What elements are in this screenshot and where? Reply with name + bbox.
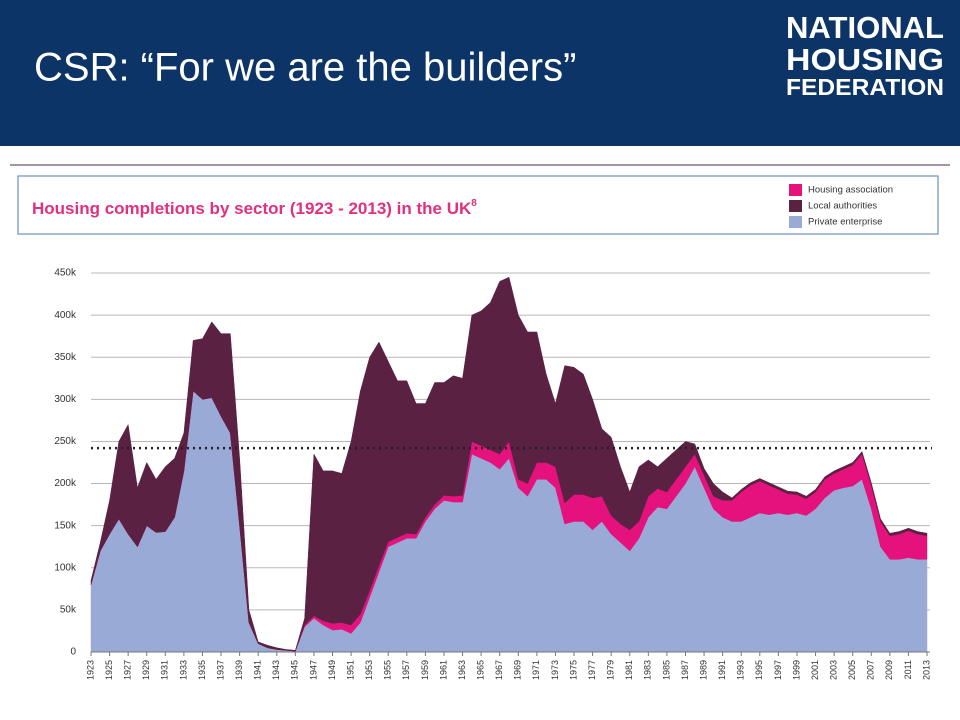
x-tick-label: 2003 (828, 660, 838, 680)
x-tick-label: 1997 (773, 660, 783, 680)
x-tick-label: 1925 (104, 660, 114, 680)
x-tick-label: 1987 (680, 660, 690, 680)
x-tick-label: 1933 (178, 660, 188, 680)
x-tick-label: 1989 (698, 660, 708, 680)
x-tick-label: 1947 (308, 660, 318, 680)
x-tick-label: 1945 (290, 660, 300, 680)
y-tick-label: 350k (54, 352, 77, 363)
x-tick-label: 1951 (345, 660, 355, 680)
x-tick-label: 2001 (810, 660, 820, 680)
legend-swatch (789, 216, 802, 228)
chart-title: Housing completions by sector (1923 - 20… (32, 198, 477, 219)
slide-title: CSR: “For we are the builders” (34, 46, 576, 90)
x-tick-label: 2013 (921, 660, 931, 680)
x-tick-label: 1969 (513, 660, 523, 680)
y-tick-label: 400k (54, 310, 77, 321)
area (90, 276, 928, 652)
x-tick-label: 1929 (141, 660, 151, 680)
x-tick-label: 1957 (401, 660, 411, 680)
y-tick-label: 250k (54, 436, 77, 447)
x-tick-label: 1965 (476, 660, 486, 680)
x-tick-label: 2007 (866, 660, 876, 680)
x-tick-label: 1991 (717, 660, 727, 680)
plot: 0 50k 100k 150k 200k 250k 300k 350k 400k 450k 1923… (54, 184, 932, 680)
y-tick-label: 200k (54, 478, 77, 489)
chart-title-text: Housing completions by sector (1923 - 20… (32, 199, 472, 218)
x-tick-label: 1927 (123, 660, 133, 680)
x-tick-label: 1937 (215, 660, 225, 680)
x-tick-label: 1953 (364, 660, 374, 680)
x-tick-label: 1963 (457, 660, 467, 680)
y-tick-label: 100k (54, 562, 77, 573)
x-tick-label: 1935 (197, 660, 207, 680)
x-tick-label: 2011 (903, 660, 913, 679)
x-tick-label: 2005 (847, 660, 857, 680)
y-tick-label: 150k (54, 520, 77, 531)
x-tick-label: 1959 (420, 660, 430, 680)
chart-title-footnote: 8 (471, 198, 477, 209)
x-tick-label: 1973 (550, 660, 560, 680)
x-tick-label: 1961 (438, 660, 448, 680)
y-tick-label: 50k (60, 605, 77, 616)
x-tick-label: 1931 (160, 660, 170, 680)
x-tick-label: 1923 (85, 660, 95, 680)
x-tick-label: 1995 (754, 660, 764, 680)
x-tick-label: 1939 (234, 660, 244, 680)
legend-swatch (789, 200, 802, 212)
y-tick-label: 0 (70, 647, 76, 658)
x-tick-label: 1979 (606, 660, 616, 680)
x-tick-label: 1981 (624, 660, 634, 680)
title-box (17, 175, 939, 235)
logo: NATIONAL HOUSING FEDERATION (786, 10, 944, 100)
logo-line: FEDERATION (786, 74, 944, 100)
x-tick-label: 1949 (327, 660, 337, 680)
logo-line: NATIONAL (786, 10, 944, 45)
header-band (0, 0, 960, 146)
y-tick-label: 300k (54, 394, 77, 405)
x-tick-label: 1993 (736, 660, 746, 680)
legend-label: Local authorities (808, 201, 877, 212)
legend-label: Housing association (808, 185, 893, 196)
x-tick-label: 1955 (383, 660, 393, 680)
x-tick-label: 1999 (791, 660, 801, 680)
x-tick-label: 2009 (884, 660, 894, 680)
x-tick-label: 1983 (643, 660, 653, 680)
x-tick-label: 1967 (494, 660, 504, 680)
legend-label: Private enterprise (808, 217, 882, 228)
x-tick-label: 1985 (661, 660, 671, 680)
x-tick-label: 1941 (253, 660, 263, 680)
x-tick-label: 1971 (531, 660, 541, 680)
x-tick-label: 1975 (568, 660, 578, 680)
legend-swatch (789, 184, 802, 196)
x-tick-label: 1977 (587, 660, 597, 680)
y-tick-label: 450k (54, 268, 77, 279)
x-tick-label: 1943 (271, 660, 281, 680)
logo-line: HOUSING (786, 42, 944, 77)
